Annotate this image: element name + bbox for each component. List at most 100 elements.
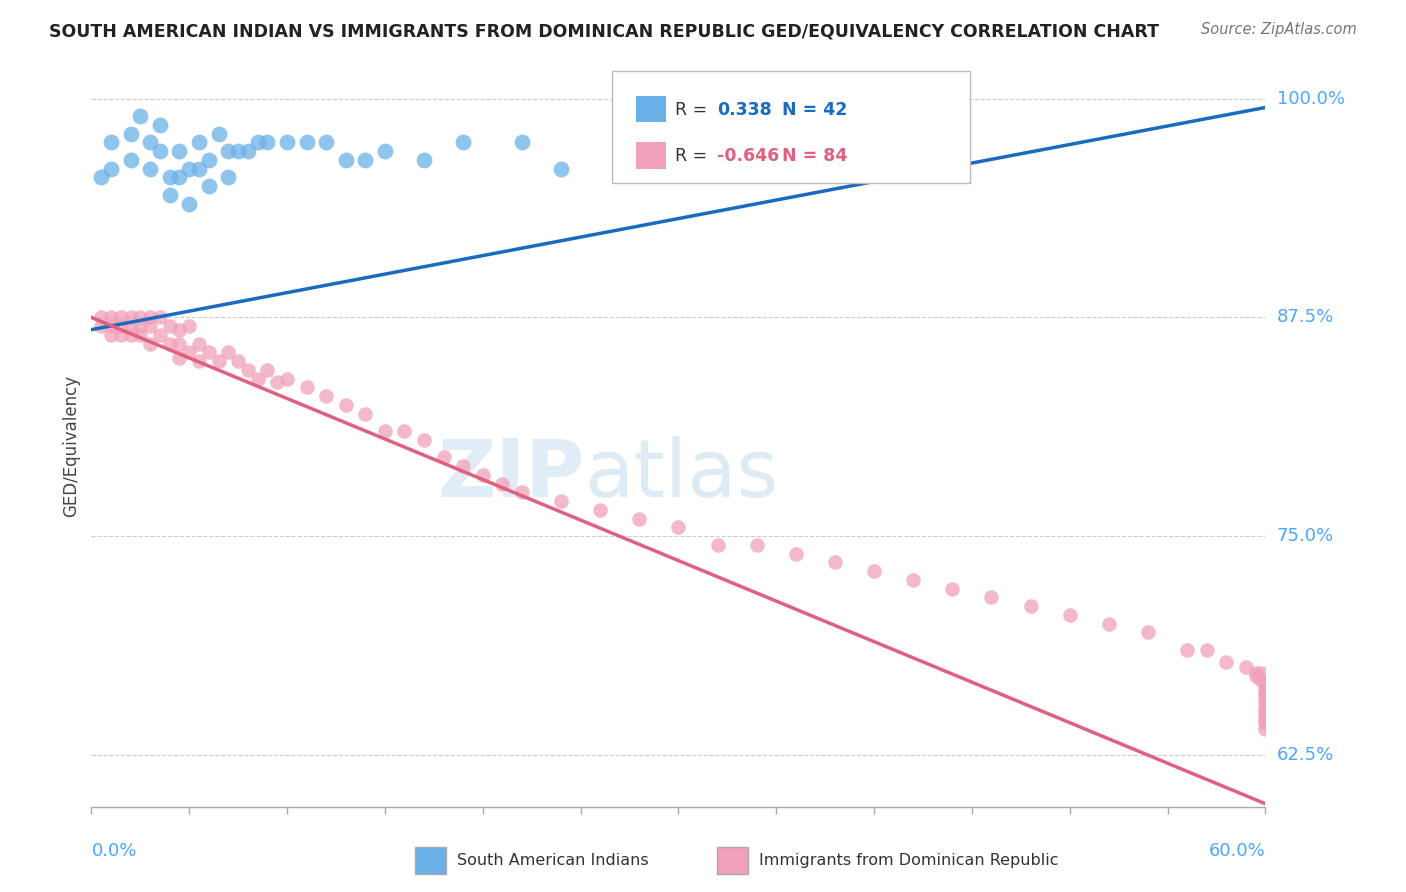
- Point: [169, 323, 191, 337]
- Point: [510, 136, 533, 150]
- Point: [149, 118, 172, 132]
- Point: [100, 327, 122, 342]
- Point: [129, 327, 152, 342]
- Point: [550, 161, 572, 176]
- Point: [354, 153, 377, 167]
- Point: [295, 380, 318, 394]
- Point: [1254, 713, 1277, 727]
- Point: [139, 161, 162, 176]
- Point: [159, 188, 181, 202]
- Point: [149, 310, 172, 325]
- Point: [120, 310, 142, 325]
- Text: 0.0%: 0.0%: [91, 842, 136, 860]
- Point: [413, 433, 436, 447]
- Point: [169, 170, 191, 185]
- Point: [139, 319, 162, 334]
- Text: 62.5%: 62.5%: [1277, 746, 1334, 764]
- Point: [824, 555, 846, 569]
- Point: [179, 196, 201, 211]
- Point: [335, 153, 357, 167]
- Point: [129, 319, 152, 334]
- Point: [1254, 678, 1277, 692]
- Text: SOUTH AMERICAN INDIAN VS IMMIGRANTS FROM DOMINICAN REPUBLIC GED/EQUIVALENCY CORR: SOUTH AMERICAN INDIAN VS IMMIGRANTS FROM…: [49, 22, 1159, 40]
- Point: [276, 371, 298, 385]
- Point: [1098, 616, 1121, 631]
- Point: [217, 345, 239, 359]
- Point: [374, 424, 396, 438]
- Point: [149, 145, 172, 159]
- Point: [1250, 665, 1272, 680]
- Point: [1234, 660, 1257, 674]
- Point: [188, 354, 211, 368]
- Point: [266, 375, 288, 389]
- Point: [394, 424, 416, 438]
- Point: [941, 582, 963, 596]
- Point: [295, 136, 318, 150]
- Point: [374, 145, 396, 159]
- Point: [120, 127, 142, 141]
- Text: R =: R =: [675, 101, 713, 119]
- Point: [149, 327, 172, 342]
- Point: [120, 327, 142, 342]
- Point: [628, 136, 651, 150]
- Text: ZIP: ZIP: [437, 436, 585, 514]
- Point: [315, 136, 337, 150]
- Text: 60.0%: 60.0%: [1209, 842, 1265, 860]
- Point: [765, 136, 787, 150]
- Point: [1254, 704, 1277, 718]
- Point: [589, 503, 612, 517]
- Point: [1254, 687, 1277, 701]
- Point: [1059, 607, 1081, 622]
- Point: [129, 109, 152, 123]
- Point: [628, 511, 651, 525]
- Point: [451, 136, 474, 150]
- Point: [120, 319, 142, 334]
- Point: [236, 363, 259, 377]
- Point: [159, 170, 181, 185]
- Text: 75.0%: 75.0%: [1277, 527, 1334, 545]
- Point: [745, 538, 768, 552]
- Point: [550, 494, 572, 508]
- Point: [197, 179, 219, 194]
- Point: [197, 345, 219, 359]
- Point: [169, 351, 191, 365]
- Point: [1244, 665, 1267, 680]
- Point: [1250, 673, 1272, 687]
- Point: [188, 161, 211, 176]
- Point: [129, 310, 152, 325]
- Text: South American Indians: South American Indians: [457, 854, 648, 868]
- Point: [413, 153, 436, 167]
- Text: N = 42: N = 42: [782, 101, 846, 119]
- Point: [980, 591, 1002, 605]
- Point: [1254, 683, 1277, 698]
- Point: [256, 136, 278, 150]
- Point: [100, 310, 122, 325]
- Point: [217, 145, 239, 159]
- Point: [100, 136, 122, 150]
- Point: [100, 319, 122, 334]
- Point: [451, 459, 474, 474]
- Point: [471, 467, 494, 482]
- Point: [921, 109, 943, 123]
- Point: [1254, 700, 1277, 714]
- Point: [139, 310, 162, 325]
- Point: [207, 127, 229, 141]
- Point: [139, 136, 162, 150]
- Text: 0.338: 0.338: [717, 101, 772, 119]
- Text: atlas: atlas: [585, 436, 779, 514]
- Point: [256, 363, 278, 377]
- Point: [179, 345, 201, 359]
- Text: Immigrants from Dominican Republic: Immigrants from Dominican Republic: [759, 854, 1059, 868]
- Point: [863, 564, 886, 578]
- Text: R =: R =: [675, 147, 713, 165]
- Point: [706, 538, 728, 552]
- Text: 87.5%: 87.5%: [1277, 309, 1334, 326]
- Point: [510, 485, 533, 500]
- Point: [1254, 707, 1277, 722]
- Point: [179, 319, 201, 334]
- Point: [824, 136, 846, 150]
- Point: [1254, 695, 1277, 709]
- Point: [1254, 690, 1277, 704]
- Point: [706, 136, 728, 150]
- Point: [246, 371, 269, 385]
